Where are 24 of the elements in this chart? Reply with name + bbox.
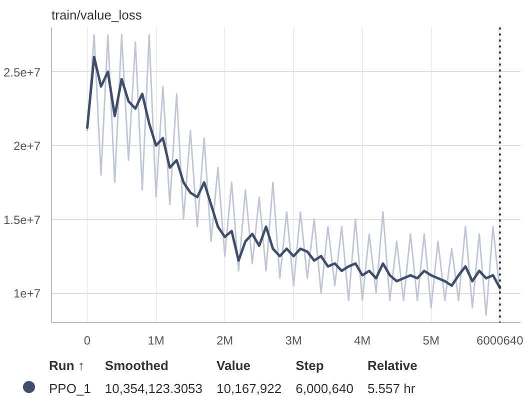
- y-tick-label: 2e+7: [13, 139, 41, 153]
- text: 6,000,640: [296, 380, 354, 398]
- x-tick-label: 4M: [354, 334, 371, 348]
- y-tick-label: 1e+7: [13, 286, 41, 300]
- line-series: [86, 34, 501, 316]
- text: 10,354,123.3053: [104, 380, 204, 398]
- x-tick-label: 0: [84, 334, 91, 348]
- y-tick-label: 2.5e+7: [3, 65, 41, 80]
- x-tick-label: 3M: [285, 334, 302, 348]
- y-tick-label: 1.5e+7: [3, 212, 41, 227]
- text: Run ↑: [49, 357, 86, 375]
- text: Smoothed: [104, 357, 170, 375]
- text: 10,167,922: [216, 380, 283, 398]
- legend-label: PPO_1: [49, 380, 92, 398]
- chart-title: train/value_loss: [52, 8, 142, 22]
- x-tick-label: 1M: [148, 334, 164, 348]
- line-series: [86, 56, 502, 290]
- x-tick-label: 2M: [216, 334, 234, 348]
- x-tick-label: 5M: [422, 334, 440, 348]
- ref-line-label: 6000640: [476, 334, 524, 348]
- text: Relative: [367, 357, 418, 375]
- text: Value: [216, 357, 252, 375]
- text: Step: [296, 357, 325, 375]
- text: 5.557 hr: [367, 380, 416, 398]
